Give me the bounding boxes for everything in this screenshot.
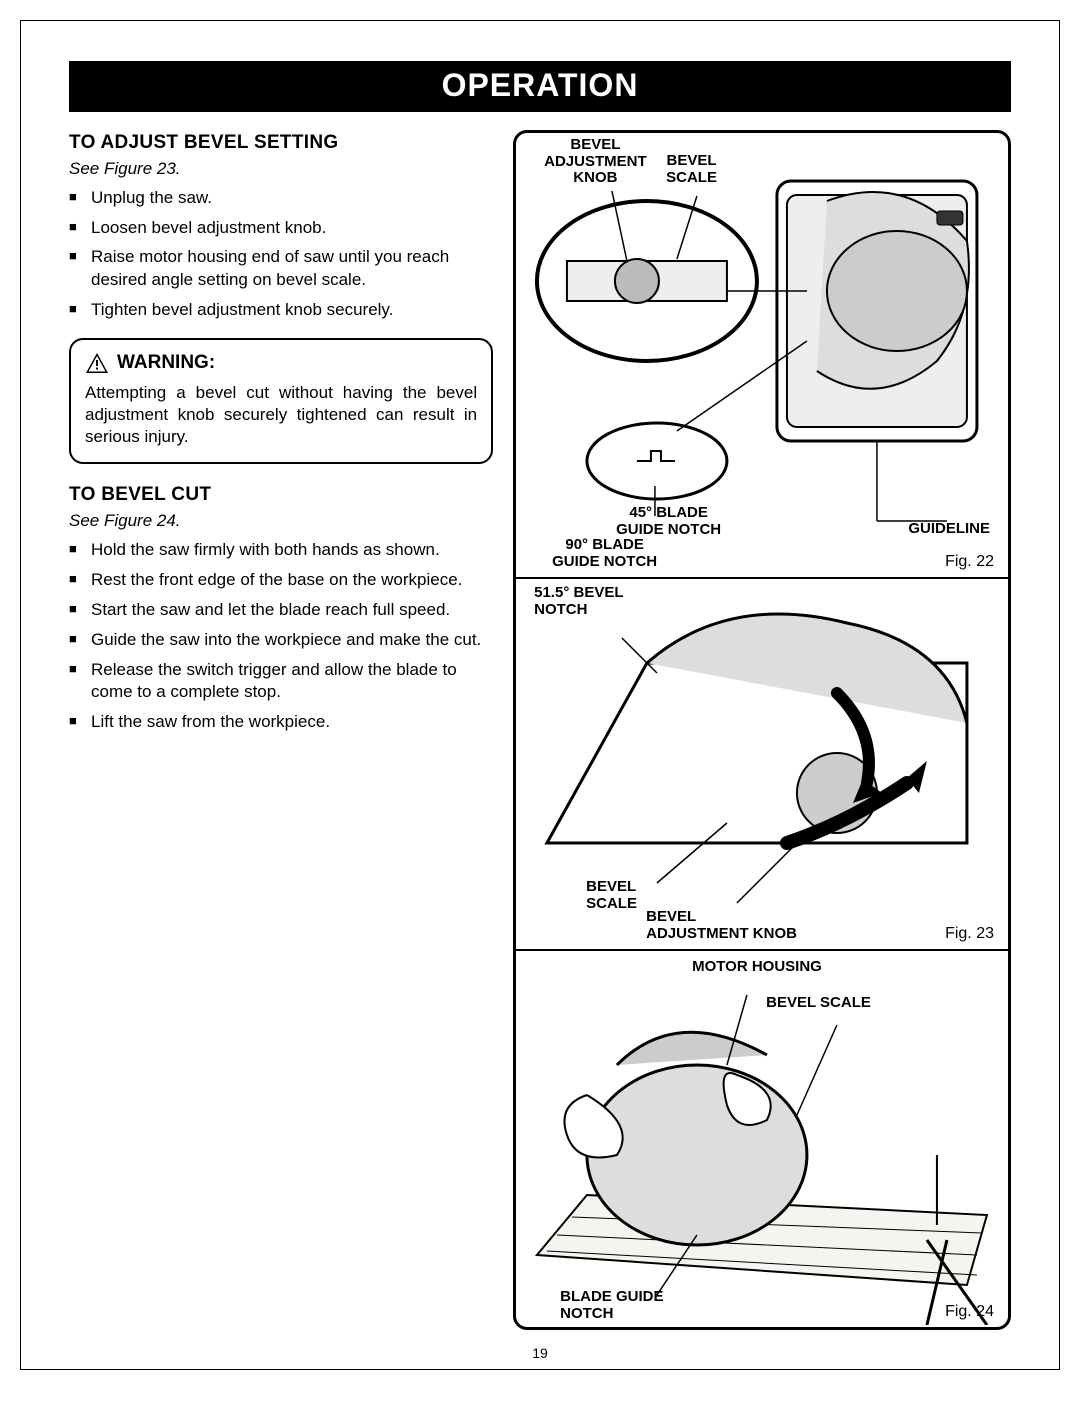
callout-motor-housing: MOTOR HOUSING [692, 959, 822, 976]
callout-bevel-scale-24: BEVEL SCALE [766, 995, 871, 1012]
fig22-label: Fig. 22 [945, 553, 994, 571]
page-title: OPERATION [69, 61, 1011, 112]
warning-text: Attempting a bevel cut without having th… [85, 382, 477, 448]
divider-1 [516, 577, 1008, 579]
callout-guideline: GUIDELINE [908, 521, 990, 538]
section1-heading: TO ADJUST BEVEL SETTING [69, 130, 493, 156]
cutting-diagram-icon [524, 955, 1000, 1325]
section1-list: Unplug the saw. Loosen bevel adjustment … [69, 187, 493, 323]
warning-icon [85, 352, 109, 374]
section2-see: See Figure 24. [69, 510, 493, 533]
fig22-illustration [524, 141, 1000, 571]
fig24-illustration [524, 955, 1000, 1325]
callout-bevel-scale: BEVEL SCALE [666, 153, 717, 186]
fig24-label: Fig. 24 [945, 1303, 994, 1321]
list-item: Hold the saw firmly with both hands as s… [69, 539, 493, 562]
callout-blade-guide-notch: BLADE GUIDE NOTCH [560, 1289, 663, 1322]
divider-2 [516, 949, 1008, 951]
list-item: Rest the front edge of the base on the w… [69, 569, 493, 592]
page-number: 19 [21, 1345, 1059, 1361]
callout-90-blade: 90° BLADE GUIDE NOTCH [552, 537, 657, 570]
list-item: Start the saw and let the blade reach fu… [69, 599, 493, 622]
left-column: TO ADJUST BEVEL SETTING See Figure 23. U… [69, 130, 493, 1330]
list-item: Guide the saw into the workpiece and mak… [69, 629, 493, 652]
list-item: Unplug the saw. [69, 187, 493, 210]
callout-45-blade: 45° BLADE GUIDE NOTCH [616, 505, 721, 538]
warning-header: WARNING: [85, 350, 477, 376]
callout-bevel-scale-23: BEVEL SCALE [586, 879, 637, 912]
content-columns: TO ADJUST BEVEL SETTING See Figure 23. U… [69, 130, 1011, 1330]
callout-bevel-adj-knob-23: BEVEL ADJUSTMENT KNOB [646, 909, 797, 942]
section2-heading: TO BEVEL CUT [69, 482, 493, 508]
saw-diagram-icon [524, 141, 1000, 571]
callout-515-notch: 51.5° BEVEL NOTCH [534, 585, 623, 618]
list-item: Tighten bevel adjustment knob securely. [69, 299, 493, 322]
figure-box: BEVEL ADJUSTMENT KNOB BEVEL SCALE 45° BL… [513, 130, 1011, 1330]
list-item: Lift the saw from the workpiece. [69, 711, 493, 734]
right-column: BEVEL ADJUSTMENT KNOB BEVEL SCALE 45° BL… [513, 130, 1011, 1330]
warning-label: WARNING: [117, 350, 215, 376]
list-item: Raise motor housing end of saw until you… [69, 246, 493, 292]
callout-bevel-adj-knob: BEVEL ADJUSTMENT KNOB [544, 137, 647, 187]
list-item: Loosen bevel adjustment knob. [69, 217, 493, 240]
section1-see: See Figure 23. [69, 158, 493, 181]
list-item: Release the switch trigger and allow the… [69, 659, 493, 705]
page: OPERATION TO ADJUST BEVEL SETTING See Fi… [20, 20, 1060, 1370]
fig23-label: Fig. 23 [945, 925, 994, 943]
warning-box: WARNING: Attempting a bevel cut without … [69, 338, 493, 464]
section2-list: Hold the saw firmly with both hands as s… [69, 539, 493, 735]
